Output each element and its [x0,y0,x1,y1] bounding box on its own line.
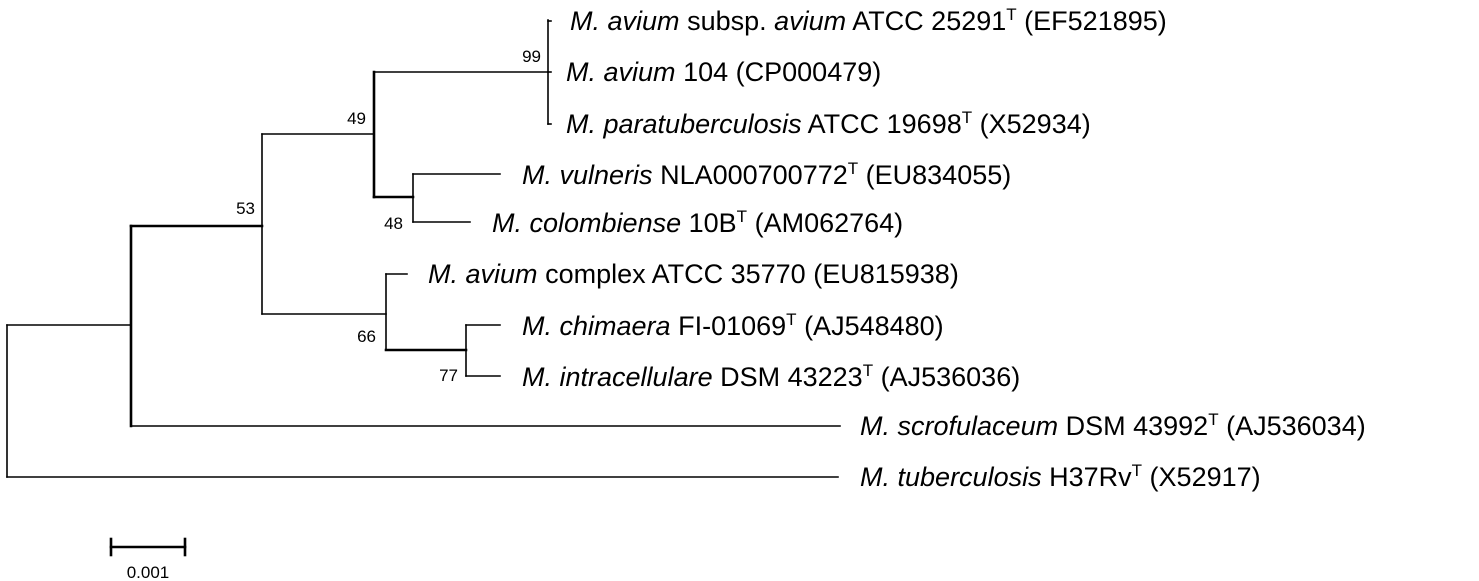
taxon-species: scrofulaceum [898,411,1059,441]
taxon-strain: DSM 43992 [1066,411,1209,441]
taxon-accession: (AJ536036) [881,362,1021,392]
taxon-label-scrofulaceum: M. scrofulaceum DSM 43992T (AJ536034) [860,401,1366,441]
taxon-strain: 10B [689,208,737,238]
type-strain-mark: T [786,310,796,329]
taxon-label-avium-avium: M. avium subsp. avium ATCC 25291T (EF521… [570,0,1167,36]
taxon-species: intracellulare [560,362,713,392]
taxon-accession: (EU815938) [813,259,959,289]
taxon-species: chimaera [560,311,671,341]
taxon-accession: (AJ548480) [804,311,944,341]
taxon-label-vulneris: M. vulneris NLA000700772T (EU834055) [522,150,1011,190]
taxon-species: avium [608,6,680,36]
taxon-accession: (EF521895) [1024,6,1167,36]
bootstrap-avium-clade: 99 [522,47,541,66]
taxon-species: paratuberculosis [603,109,802,139]
taxon-strain: FI-01069 [678,311,786,341]
taxon-species: avium [604,57,676,87]
scale-bar: 0.001 [109,537,187,581]
taxon-label-intracellulare: M. intracellulare DSM 43223T (AJ536036) [522,352,1020,392]
taxon-qualifier: subsp. [687,6,767,36]
taxon-accession: (X52934) [980,109,1091,139]
type-strain-mark: T [1132,461,1142,480]
taxon-strain: 104 [683,57,728,87]
scale-bar-label: 0.001 [127,563,170,581]
taxon-genus: M. [860,462,890,492]
taxon-strain: DSM 43223 [720,362,863,392]
bootstrap-mac-inner: 53 [236,199,255,218]
taxon-species: colombiense [530,208,682,238]
taxon-accession: (AM062764) [755,208,904,238]
taxon-genus: M. [522,311,552,341]
taxon-accession: (X52917) [1150,462,1261,492]
taxon-label-chimaera: M. chimaera FI-01069T (AJ548480) [522,301,944,341]
type-strain-mark: T [737,207,747,226]
taxon-strain: ATCC 19698 [808,109,962,139]
taxon-species: vulneris [560,160,653,190]
taxon-genus: M. [522,362,552,392]
taxon-genus: M. [492,208,522,238]
taxon-label-tuberculosis: M. tuberculosis H37RvT (X52917) [860,452,1261,492]
taxon-strain: NLA000700772 [660,160,848,190]
bootstrap-vulneris-colombiense: 48 [384,214,403,233]
bootstrap-chimaera-intracellulare: 77 [439,366,458,385]
taxon-genus: M. [570,6,600,36]
taxon-subspecies: avium [774,6,846,36]
taxon-strain: H37Rv [1049,462,1132,492]
tree-branches [6,19,841,478]
taxon-species: avium [466,259,538,289]
type-strain-mark: T [1006,5,1016,24]
leaf-labels: M. avium subsp. avium ATCC 25291T (EF521… [428,0,1366,492]
taxon-genus: M. [428,259,458,289]
taxon-label-avium-complex: M. avium complex ATCC 35770 (EU815938) [428,259,959,289]
taxon-accession: (AJ536034) [1226,411,1366,441]
type-strain-mark: T [962,108,972,127]
taxon-genus: M. [566,109,596,139]
type-strain-mark: T [848,159,858,178]
taxon-genus: M. [860,411,890,441]
bootstrap-complex-clade: 66 [357,327,376,346]
taxon-genus: M. [566,57,596,87]
taxon-strain: ATCC 35770 [652,259,806,289]
taxon-label-colombiense: M. colombiense 10BT (AM062764) [492,198,903,238]
taxon-species: tuberculosis [898,462,1042,492]
type-strain-mark: T [1208,410,1218,429]
taxon-qualifier: complex [545,259,646,289]
taxon-label-paratuberculosis: M. paratuberculosis ATCC 19698T (X52934) [566,99,1091,139]
taxon-label-avium-104: M. avium 104 (CP000479) [566,57,881,87]
taxon-accession: (CP000479) [736,57,882,87]
type-strain-mark: T [863,361,873,380]
taxon-accession: (EU834055) [866,160,1012,190]
bootstrap-values: 99 49 48 53 66 77 [236,47,541,385]
taxon-genus: M. [522,160,552,190]
taxon-strain: ATCC 25291 [852,6,1006,36]
bootstrap-mac-core: 49 [347,109,366,128]
